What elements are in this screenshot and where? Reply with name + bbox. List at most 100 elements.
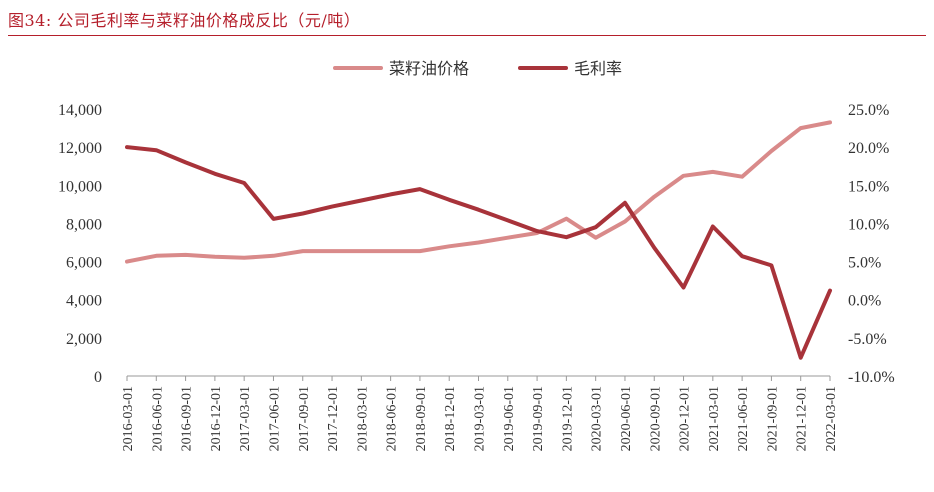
x-tick-label: 2017-06-01	[267, 386, 282, 451]
data-point	[330, 249, 334, 253]
data-point	[477, 241, 480, 244]
data-point	[213, 255, 217, 259]
series-lines	[125, 120, 832, 360]
x-tick-label: 2021-06-01	[736, 386, 751, 451]
x-tick-label: 2017-03-01	[238, 386, 253, 451]
y-right-tick-label: 5.0%	[848, 255, 881, 272]
x-tick-label: 2019-12-01	[560, 386, 575, 451]
data-point	[477, 208, 480, 212]
series-line-gross-margin	[125, 145, 832, 360]
y-right-tick-label: 15.0%	[848, 178, 889, 195]
x-tick-label: 2020-09-01	[648, 386, 663, 451]
data-point	[359, 199, 363, 203]
data-point	[418, 187, 422, 191]
data-point	[330, 205, 334, 209]
data-point	[418, 249, 422, 253]
data-point	[125, 145, 129, 149]
data-point	[711, 170, 715, 174]
x-tick-label: 2016-06-01	[150, 386, 165, 451]
x-tick-label: 2020-03-01	[590, 386, 605, 451]
data-point	[564, 217, 568, 221]
x-tick-label: 2022-03-01	[824, 386, 839, 451]
y-right-tick-label: -5.0%	[848, 331, 887, 348]
y-left-tick-label: 4,000	[66, 293, 102, 310]
y-left-tick-label: 6,000	[66, 255, 102, 272]
data-point	[623, 220, 627, 224]
x-tick-label: 2017-12-01	[326, 386, 341, 451]
data-point	[447, 244, 451, 248]
y-left-tick-label: 14,000	[58, 102, 102, 119]
axes	[126, 375, 831, 381]
data-point	[594, 225, 598, 229]
y-left-tick-label: 0	[94, 369, 102, 386]
x-tick-label: 2017-09-01	[297, 386, 312, 451]
data-point	[301, 249, 305, 253]
y-left-tick-label: 2,000	[66, 331, 102, 348]
data-point	[242, 256, 246, 260]
data-point	[271, 217, 275, 221]
data-point	[125, 260, 129, 264]
y-right-tick-label: 10.0%	[848, 216, 889, 233]
data-point	[535, 229, 539, 233]
data-point	[506, 236, 510, 240]
y-left-tick-label: 12,000	[58, 140, 102, 157]
y-right-tick-label: 25.0%	[848, 102, 889, 119]
data-point	[389, 249, 393, 253]
data-point	[711, 224, 715, 228]
x-tick-label: 2018-12-01	[443, 386, 458, 451]
data-point	[769, 263, 773, 267]
data-point	[682, 286, 686, 290]
data-point	[447, 198, 451, 202]
legend: 菜籽油价格 毛利率	[333, 59, 622, 78]
y-left-tick-label: 10,000	[58, 178, 102, 195]
x-tick-label: 2018-03-01	[355, 386, 370, 451]
y-left-tick-label: 8,000	[66, 216, 102, 233]
data-point	[828, 120, 832, 124]
data-point	[828, 289, 832, 293]
data-point	[242, 181, 246, 185]
data-point	[594, 236, 598, 240]
x-tick-label: 2018-09-01	[414, 386, 429, 451]
tick-labels: 2016-03-01 2016-06-01 2016-09-01 2016-12-01…	[58, 102, 895, 451]
x-tick-label: 2021-09-01	[765, 386, 780, 451]
data-point	[740, 175, 744, 179]
data-point	[652, 195, 656, 199]
data-point	[301, 212, 305, 216]
data-point	[184, 160, 188, 164]
x-tick-label: 2020-06-01	[619, 386, 634, 451]
x-tick-label: 2019-06-01	[502, 386, 517, 451]
data-point	[184, 253, 188, 257]
figure-title: 图34: 公司毛利率与菜籽油价格成反比（元/吨）	[8, 11, 361, 30]
data-point	[799, 126, 803, 130]
legend-label: 毛利率	[574, 59, 622, 78]
y-right-tick-label: 20.0%	[848, 140, 889, 157]
x-tick-label: 2021-03-01	[707, 386, 722, 451]
x-tick-label: 2021-12-01	[795, 386, 810, 451]
x-tick-label: 2020-12-01	[678, 386, 693, 451]
legend-label: 菜籽油价格	[389, 59, 469, 78]
x-tick-label: 2018-06-01	[385, 386, 400, 451]
data-point	[740, 254, 744, 258]
x-tick-label: 2019-09-01	[531, 386, 546, 451]
data-point	[389, 192, 393, 196]
data-point	[154, 254, 158, 258]
y-right-tick-label: -10.0%	[848, 369, 895, 386]
x-tick-label: 2016-03-01	[121, 386, 136, 451]
title-divider	[8, 35, 926, 36]
data-point	[564, 235, 568, 239]
data-point	[652, 246, 656, 250]
data-point	[506, 218, 510, 222]
x-tick-label: 2019-03-01	[473, 386, 488, 451]
x-tick-label: 2016-09-01	[180, 386, 195, 451]
data-point	[213, 172, 217, 176]
data-point	[623, 201, 627, 205]
data-point	[359, 249, 363, 253]
data-point	[154, 148, 158, 152]
x-tick-label: 2016-12-01	[209, 386, 224, 451]
data-point	[271, 254, 275, 258]
data-point	[682, 174, 686, 178]
data-point	[799, 356, 803, 360]
y-right-tick-label: 0.0%	[848, 293, 881, 310]
figure-title-bar: 图34: 公司毛利率与菜籽油价格成反比（元/吨）	[0, 0, 934, 36]
